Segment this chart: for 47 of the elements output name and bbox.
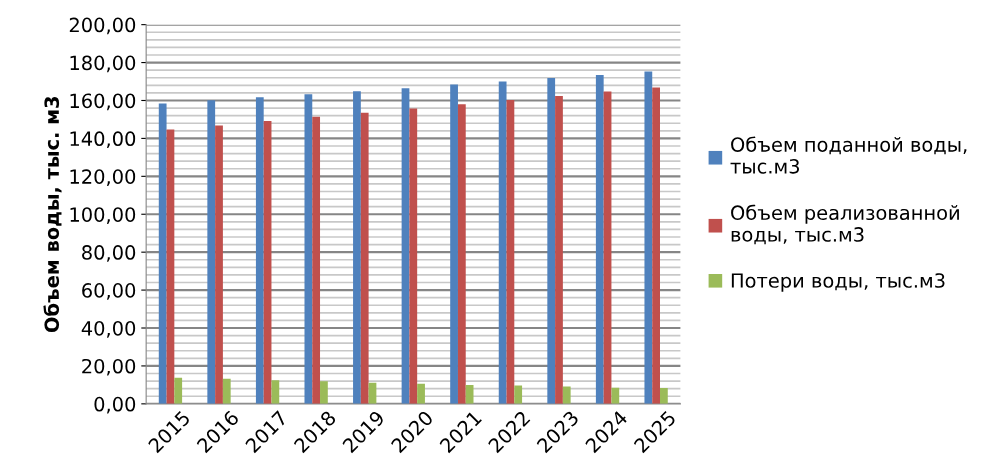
y-axis-title: Объем воды, тыс. м3 [43, 96, 62, 333]
y-tick-label: 0,00 [94, 396, 136, 414]
bar [158, 103, 167, 404]
y-tick-label: 60,00 [82, 283, 136, 300]
legend-label: Объем реализованной воды, тыс.м3 [731, 204, 959, 245]
bar [547, 78, 556, 404]
bar [457, 104, 466, 404]
bar [255, 97, 264, 404]
legend-label: Потери воды, тыс.м3 [731, 273, 945, 292]
bar [353, 91, 361, 404]
bar [271, 380, 280, 404]
y-tick-label: 200,00 [69, 17, 136, 35]
bar [595, 74, 604, 404]
bar [215, 125, 223, 404]
bar [506, 99, 515, 404]
bar [222, 378, 231, 404]
bar [360, 112, 369, 404]
bar [498, 81, 507, 404]
bar [555, 95, 563, 404]
bar [450, 84, 458, 404]
bar [312, 116, 321, 404]
bar [409, 108, 418, 404]
legend-label: Объем поданной воды, тыс.м3 [730, 136, 967, 174]
bar [465, 384, 474, 404]
bar [603, 91, 612, 404]
bar [562, 386, 571, 404]
bar [660, 388, 668, 404]
bar [417, 383, 425, 404]
y-tick-label: 40,00 [81, 320, 136, 338]
y-tick-label: 140,00 [70, 131, 136, 149]
y-tick-label: 80,00 [82, 245, 136, 262]
y-tick-label: 160,00 [70, 93, 136, 111]
y-tick-label: 120,00 [70, 169, 136, 186]
bar [207, 100, 216, 404]
bar [320, 381, 328, 404]
y-tick-label: 180,00 [70, 55, 136, 73]
y-tick-label: 20,00 [82, 358, 136, 376]
bar [611, 387, 620, 404]
bar [166, 129, 175, 404]
bar [263, 120, 272, 404]
bar [304, 94, 313, 404]
y-tick-label: 100,00 [70, 207, 136, 224]
bar [174, 377, 183, 404]
bar [401, 88, 410, 404]
bar [644, 71, 653, 404]
bar [514, 385, 523, 404]
bar [652, 87, 660, 404]
